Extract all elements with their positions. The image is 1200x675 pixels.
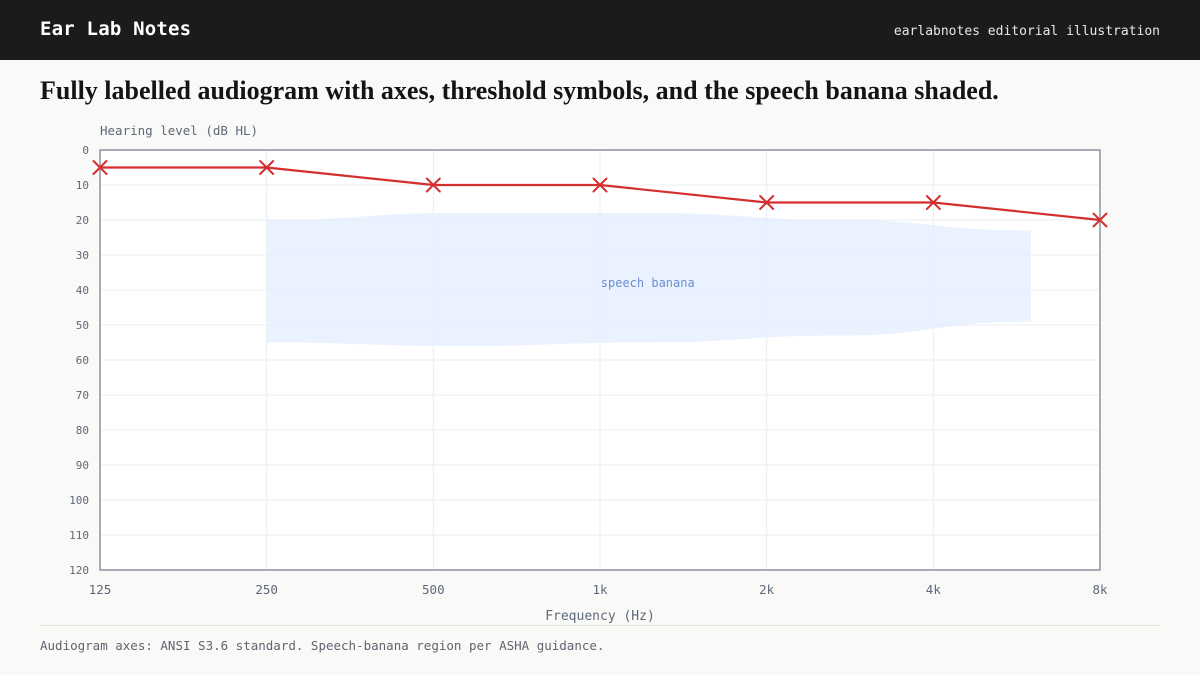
- y-axis-title: Hearing level (dB HL): [100, 123, 258, 138]
- header-tagline: earlabnotes editorial illustration: [893, 24, 1160, 39]
- x-tick-label: 4k: [926, 582, 942, 597]
- x-tick-label: 1k: [592, 582, 608, 597]
- x-tick-label: 125: [89, 582, 112, 597]
- threshold-marker-x-icon: [592, 177, 608, 193]
- threshold-marker-x-icon: [1092, 212, 1108, 228]
- y-tick-label: 80: [76, 424, 89, 437]
- y-tick-label: 40: [76, 284, 89, 297]
- y-tick-label: 120: [69, 564, 89, 577]
- top-bar: Ear Lab Notes earlabnotes editorial illu…: [0, 0, 1200, 60]
- x-tick-label: 8k: [1092, 582, 1108, 597]
- brand-logo[interactable]: Ear Lab Notes: [40, 18, 192, 40]
- x-tick-label: 500: [422, 582, 445, 597]
- x-tick-label: 250: [255, 582, 278, 597]
- threshold-marker-x-icon: [425, 177, 441, 193]
- speech-banana-label: speech banana: [601, 276, 695, 290]
- y-tick-label: 10: [76, 179, 89, 192]
- footer-divider: [40, 625, 1160, 626]
- threshold-marker-x-icon: [925, 195, 941, 210]
- y-tick-label: 90: [76, 459, 89, 472]
- y-tick-label: 30: [76, 249, 89, 262]
- threshold-marker-x-icon: [259, 160, 275, 175]
- plot-frame: [99, 149, 1101, 571]
- y-tick-label: 110: [69, 529, 89, 542]
- threshold-marker-x-icon: [759, 195, 775, 210]
- y-tick-label: 100: [69, 494, 89, 507]
- audiogram-chart: speech banana 0 10 20 30 40 50 60 70 80 90 100 110 12…: [69, 123, 1108, 624]
- threshold-marker-x-icon: [92, 160, 108, 175]
- y-tick-label: 70: [76, 389, 89, 402]
- y-tick-label: 20: [76, 214, 89, 227]
- y-tick-label: 0: [82, 144, 89, 157]
- y-tick-label: 60: [76, 354, 89, 367]
- footnote: Audiogram axes: ANSI S3.6 standard. Spee…: [40, 638, 605, 653]
- page-title: Fully labelled audiogram with axes, thre…: [40, 76, 999, 105]
- x-axis-title: Frequency (Hz): [545, 609, 655, 624]
- y-tick-label: 50: [76, 319, 89, 332]
- speech-banana-region: [266, 213, 1031, 346]
- x-tick-label: 2k: [759, 582, 775, 597]
